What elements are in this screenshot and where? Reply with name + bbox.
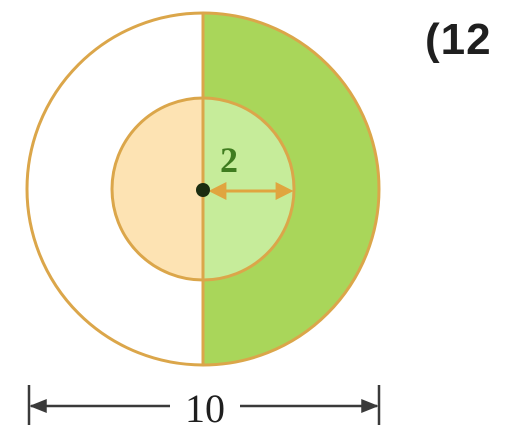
inner-left-half-shading — [112, 98, 203, 280]
center-point — [196, 183, 210, 197]
outer-diameter-label: 10 — [185, 386, 225, 431]
inner-radius-label: 2 — [220, 140, 238, 180]
problem-number: (12 — [425, 15, 492, 64]
